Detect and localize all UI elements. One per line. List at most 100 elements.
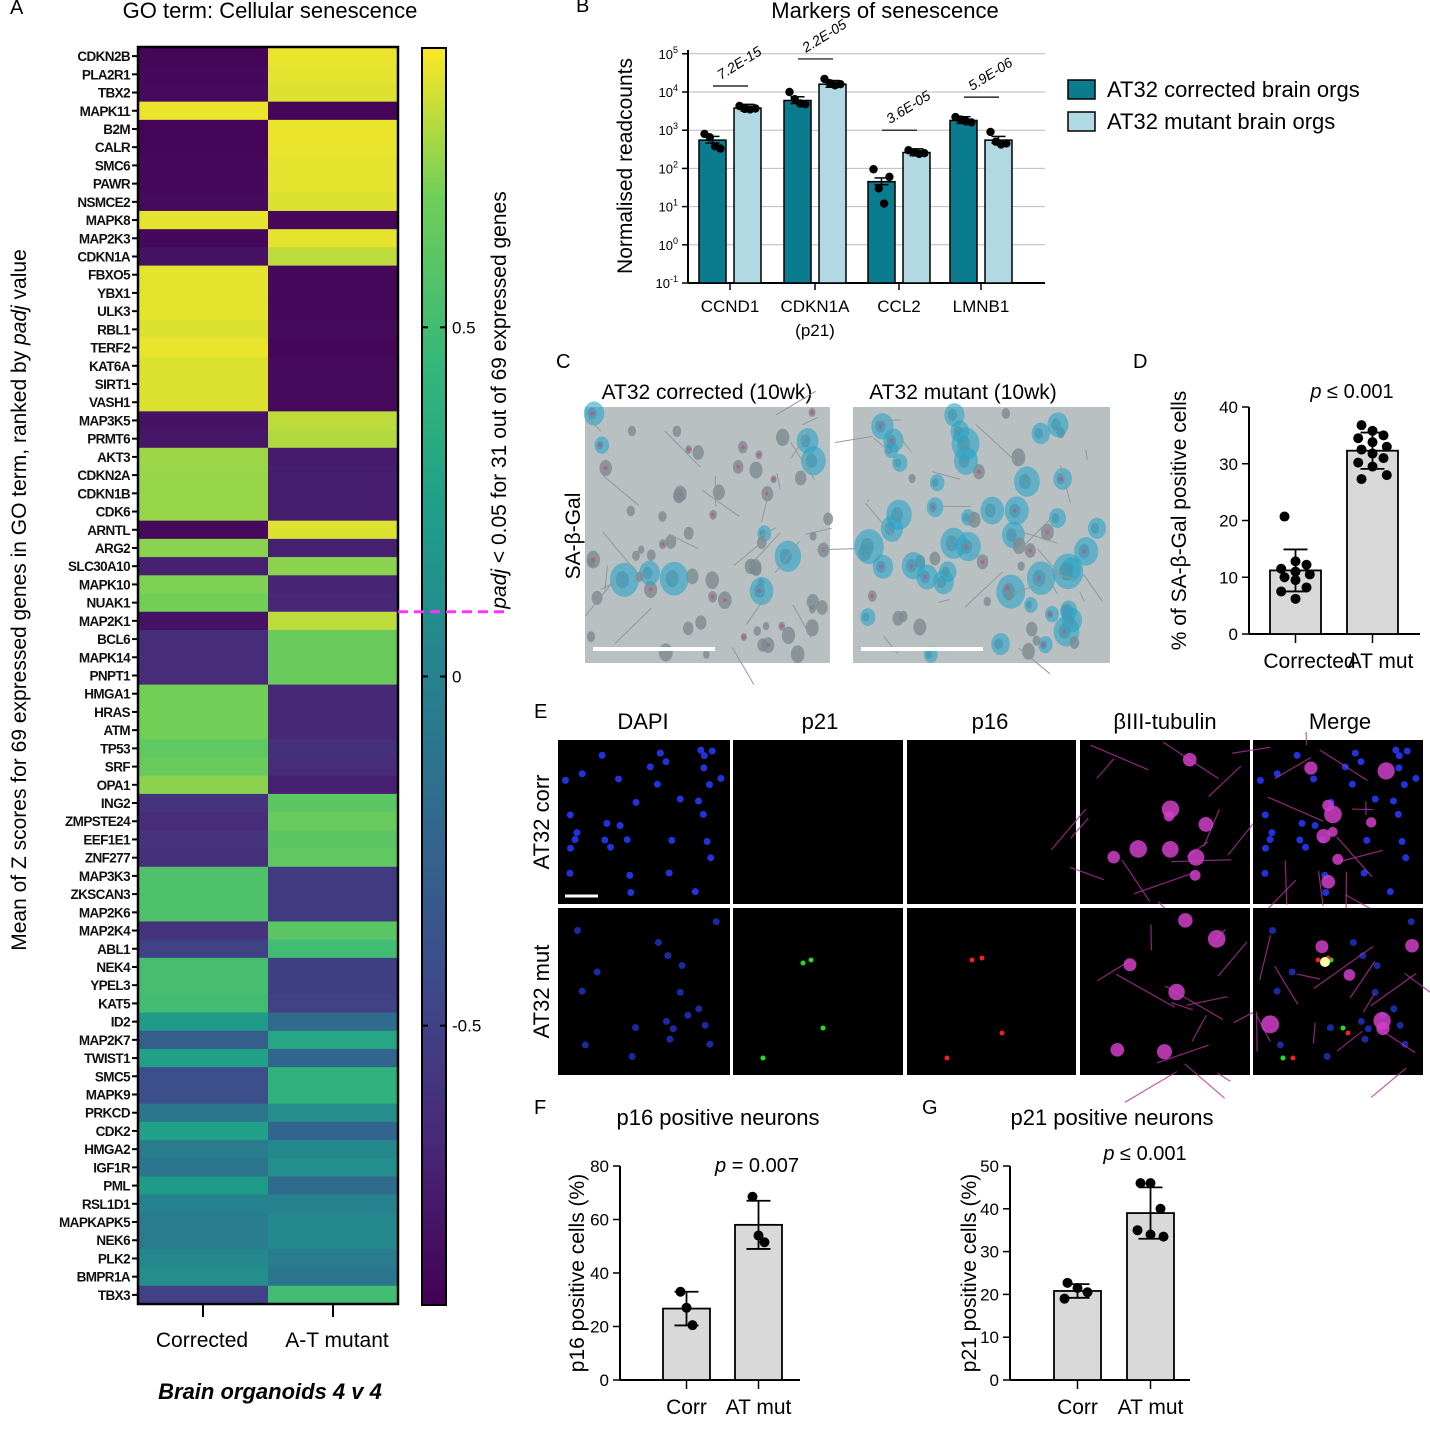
dapi-nucleus bbox=[669, 1025, 677, 1033]
p-value: ≤ 0.001 bbox=[1321, 381, 1393, 403]
gene-label: ARNTL bbox=[87, 523, 130, 538]
panel-letter-e: E bbox=[534, 701, 547, 723]
cell-body bbox=[626, 505, 635, 517]
heatmap-cells bbox=[138, 47, 398, 1305]
heatmap-cell-corrected bbox=[138, 447, 268, 467]
dapi-nucleus bbox=[1373, 962, 1381, 970]
cell-body bbox=[646, 549, 656, 561]
neurite bbox=[1184, 1063, 1226, 1099]
dapi-nucleus bbox=[653, 780, 661, 788]
heatmap-cell-mutant bbox=[268, 320, 398, 339]
heatmap-cell-corrected bbox=[138, 648, 268, 667]
legend-label: AT32 mutant brain orgs bbox=[1107, 109, 1335, 134]
image-background bbox=[585, 407, 830, 663]
gene-label: TBX2 bbox=[98, 86, 130, 101]
dapi-nucleus bbox=[700, 752, 708, 760]
neuron-soma bbox=[1322, 799, 1334, 812]
dapi-nucleus bbox=[1273, 987, 1281, 995]
cell-body bbox=[658, 511, 667, 522]
dapi-nucleus bbox=[1364, 1025, 1372, 1033]
data-point bbox=[1062, 1277, 1073, 1288]
blue-stain bbox=[1087, 517, 1106, 539]
neuron-soma bbox=[1315, 940, 1329, 954]
heatmap-cell-mutant bbox=[268, 502, 398, 522]
heatmap-cell-corrected bbox=[138, 47, 268, 66]
y-tick-label: 104 bbox=[659, 83, 678, 100]
y-tick-label: 20 bbox=[980, 1285, 999, 1304]
dapi-nucleus bbox=[1322, 888, 1330, 896]
neuron-soma bbox=[1321, 875, 1336, 889]
y-tick-label: 30 bbox=[1219, 455, 1238, 474]
gene-label: YBX1 bbox=[97, 286, 131, 301]
heatmap-cell-corrected bbox=[138, 429, 268, 449]
dapi-nucleus bbox=[573, 829, 581, 837]
heatmap-cell-corrected bbox=[138, 356, 268, 376]
dapi-nucleus bbox=[627, 888, 635, 896]
legend-swatch bbox=[1067, 111, 1096, 132]
y-tick-label: 50 bbox=[980, 1157, 999, 1176]
neuron-soma bbox=[1376, 1021, 1390, 1036]
p16-signal bbox=[1290, 1055, 1296, 1061]
dapi-nucleus bbox=[1273, 770, 1281, 778]
dapi-nucleus bbox=[700, 764, 708, 772]
red-nucleus bbox=[1012, 508, 1017, 513]
gene-label: ATM bbox=[104, 723, 131, 738]
gene-label: MAPK8 bbox=[86, 213, 131, 228]
neurite bbox=[664, 430, 701, 468]
red-nucleus bbox=[1005, 586, 1010, 591]
p16-signal bbox=[969, 957, 975, 963]
dapi-nucleus bbox=[676, 988, 684, 996]
p-value-label: p = 0.007 bbox=[714, 1155, 799, 1177]
data-point bbox=[1145, 1178, 1156, 1189]
heatmap-cell-corrected bbox=[138, 1103, 268, 1123]
red-nucleus bbox=[923, 574, 928, 579]
y-tick-label: 0 bbox=[600, 1371, 609, 1390]
red-nucleus bbox=[603, 466, 608, 471]
cell-body bbox=[1005, 592, 1012, 601]
fluorescence-image-dapi-row2 bbox=[558, 908, 730, 1075]
heatmap-cell-corrected bbox=[138, 557, 268, 576]
blue-stain bbox=[991, 633, 1010, 656]
neurite bbox=[900, 438, 912, 453]
dapi-nucleus bbox=[1357, 758, 1365, 766]
dapi-nucleus bbox=[1371, 988, 1379, 996]
bar-at-mut bbox=[734, 1223, 783, 1381]
cell-body bbox=[983, 596, 992, 607]
fluorescence-image-dapi-row1 bbox=[558, 740, 730, 904]
p16-signal bbox=[1315, 957, 1321, 963]
cell-body bbox=[703, 650, 710, 659]
heatmap-cell-mutant bbox=[268, 848, 398, 868]
cell-body bbox=[682, 621, 694, 636]
legend-label: AT32 corrected brain orgs bbox=[1107, 77, 1360, 102]
data-point bbox=[1082, 1287, 1093, 1298]
cell-body bbox=[929, 551, 941, 566]
blue-stain bbox=[854, 529, 884, 565]
bar-mutant bbox=[733, 107, 762, 284]
heatmap-gene-labels: CDKN2B PLA2R1 TBX2 MAPK11 B2M CALR SMC6 PAWR NSM… bbox=[59, 49, 138, 1303]
heatmap-cell-mutant bbox=[268, 83, 398, 103]
y-tick-label: 80 bbox=[590, 1157, 609, 1176]
neurite bbox=[733, 544, 760, 566]
channel-title: Merge bbox=[1309, 709, 1371, 734]
red-nucleus bbox=[1041, 642, 1046, 647]
gene-label: SRF bbox=[105, 760, 131, 775]
heatmap-cell-corrected bbox=[138, 1067, 268, 1086]
cell-body bbox=[805, 619, 819, 637]
gene-label: PNPT1 bbox=[89, 669, 131, 684]
red-nucleus bbox=[589, 411, 594, 416]
image-background bbox=[733, 740, 903, 904]
dapi-nucleus bbox=[1359, 952, 1367, 960]
x-tick-label: AT mut bbox=[1118, 1396, 1184, 1419]
gene-label: MAP2K1 bbox=[79, 614, 131, 629]
heatmap-cell-corrected bbox=[138, 1030, 268, 1050]
data-point bbox=[986, 127, 995, 137]
neurite bbox=[1312, 1022, 1316, 1044]
dapi-nucleus bbox=[601, 836, 609, 844]
neurite bbox=[1231, 746, 1271, 754]
heatmap-cell-mutant bbox=[268, 1267, 398, 1287]
neurite bbox=[1267, 796, 1324, 822]
dapi-nucleus bbox=[684, 1011, 692, 1019]
x-tick-label: LMNB1 bbox=[953, 297, 1010, 316]
neurite bbox=[790, 430, 809, 459]
